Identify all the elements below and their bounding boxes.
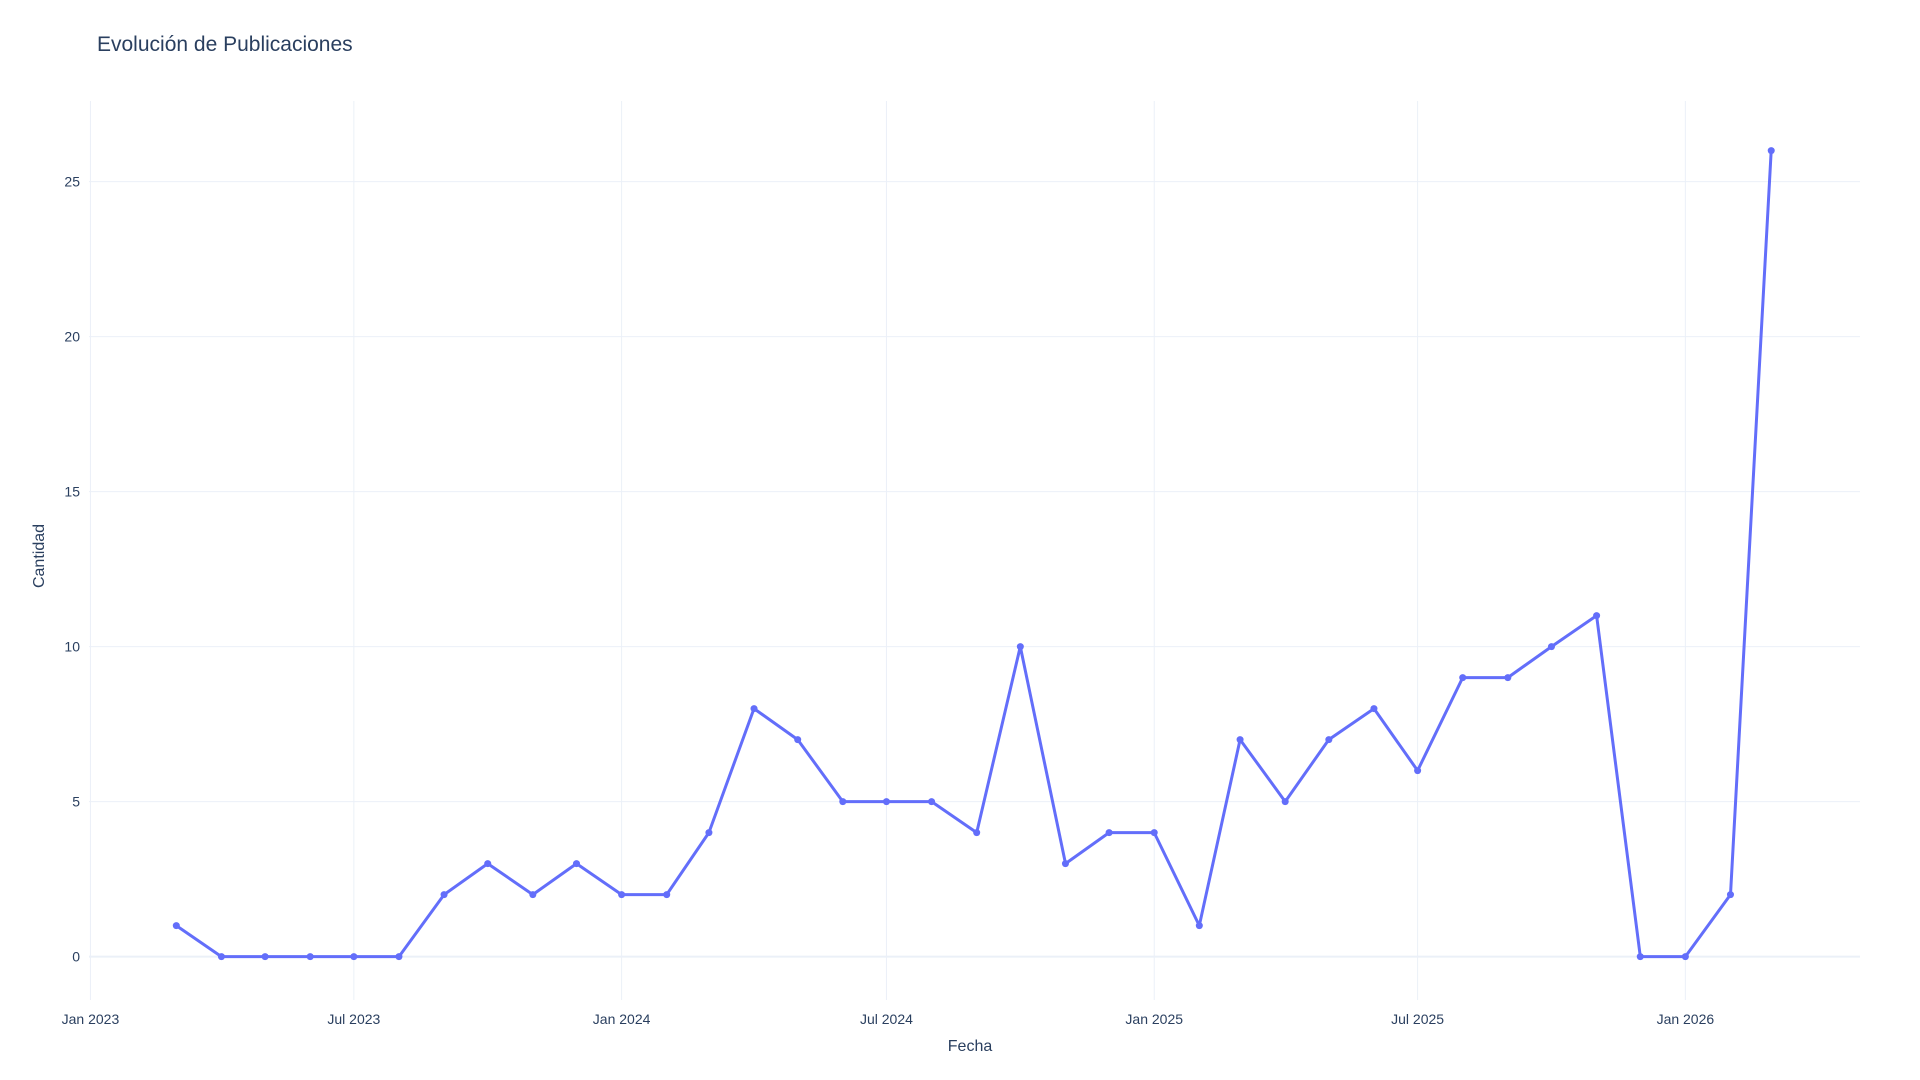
data-point[interactable]: [705, 829, 713, 837]
data-point[interactable]: [1236, 736, 1244, 744]
data-point[interactable]: [529, 891, 537, 899]
axis-layer: Jan 2023 Jul 2023 Jan 2024 Jul 2024 Jan 2025…: [62, 174, 1715, 1027]
data-point[interactable]: [306, 953, 314, 961]
data-point[interactable]: [1105, 829, 1113, 837]
data-point[interactable]: [618, 891, 626, 899]
y-axis-title: Cantidad: [31, 524, 48, 588]
data-point[interactable]: [261, 953, 269, 961]
y-tick-label: 20: [64, 329, 80, 345]
data-point[interactable]: [1061, 860, 1069, 868]
x-tick-label: Jul 2024: [860, 1011, 913, 1027]
data-point[interactable]: [928, 798, 936, 806]
series-layer: [172, 147, 1775, 961]
data-point[interactable]: [484, 860, 492, 868]
y-tick-label: 15: [64, 484, 80, 500]
data-point[interactable]: [882, 798, 890, 806]
x-axis-title: Fecha: [948, 1038, 993, 1055]
y-tick-label: 0: [72, 949, 80, 965]
data-point[interactable]: [395, 953, 403, 961]
data-point[interactable]: [1547, 643, 1555, 651]
data-point[interactable]: [1150, 829, 1158, 837]
data-point[interactable]: [1414, 767, 1422, 775]
data-point[interactable]: [1504, 674, 1512, 682]
x-tick-label: Jul 2025: [1391, 1011, 1444, 1027]
y-tick-label: 10: [64, 639, 80, 655]
data-point[interactable]: [973, 829, 981, 837]
y-tick-label: 25: [64, 174, 80, 190]
data-point[interactable]: [1370, 705, 1378, 713]
data-point[interactable]: [1459, 674, 1467, 682]
data-point[interactable]: [1016, 643, 1024, 651]
data-point[interactable]: [572, 860, 580, 868]
data-point[interactable]: [1195, 922, 1203, 930]
series-line: [175, 150, 1773, 959]
data-point[interactable]: [1726, 891, 1734, 899]
data-point[interactable]: [1636, 953, 1644, 961]
data-point[interactable]: [350, 953, 358, 961]
data-point[interactable]: [1281, 798, 1289, 806]
data-point[interactable]: [839, 798, 847, 806]
data-point[interactable]: [750, 705, 758, 713]
data-point[interactable]: [172, 922, 180, 930]
chart-title: Evolución de Publicaciones: [97, 33, 353, 56]
x-tick-label: Jan 2023: [62, 1011, 120, 1027]
data-point[interactable]: [440, 891, 448, 899]
data-point[interactable]: [1767, 147, 1775, 155]
grid-layer: [89, 101, 1860, 1000]
data-point[interactable]: [663, 891, 671, 899]
x-tick-label: Jan 2026: [1657, 1011, 1715, 1027]
data-point[interactable]: [794, 736, 802, 744]
x-tick-label: Jan 2024: [593, 1011, 651, 1027]
y-tick-label: 5: [72, 794, 80, 810]
data-point[interactable]: [1325, 736, 1333, 744]
data-point[interactable]: [217, 953, 225, 961]
x-tick-label: Jan 2025: [1125, 1011, 1183, 1027]
data-point[interactable]: [1681, 953, 1689, 961]
x-tick-label: Jul 2023: [327, 1011, 380, 1027]
data-point[interactable]: [1593, 612, 1601, 620]
